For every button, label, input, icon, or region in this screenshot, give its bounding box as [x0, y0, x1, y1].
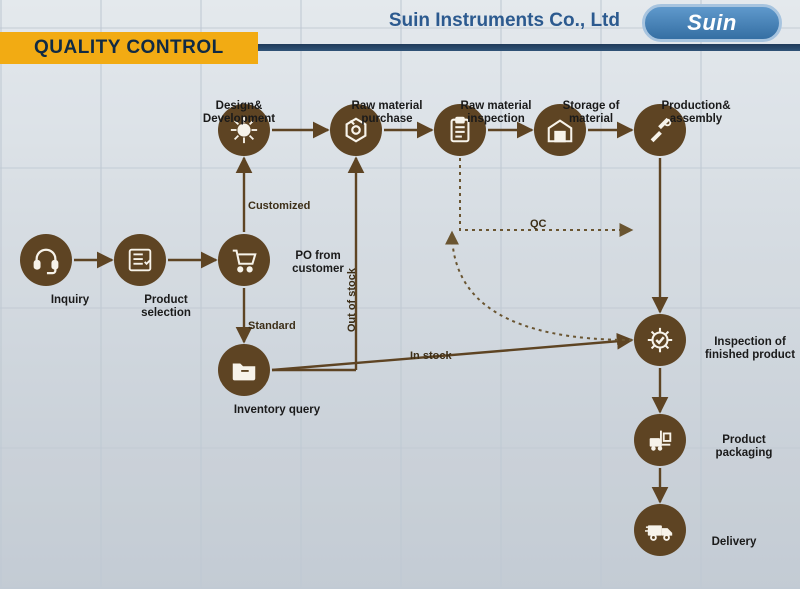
node-label-prod: Production& assembly — [646, 100, 746, 126]
flow-svg — [0, 0, 800, 589]
node-label-design: Design& Development — [184, 100, 294, 126]
node-label-storage: Storage of material — [546, 100, 636, 126]
node-pack — [634, 414, 686, 466]
edge-label: Standard — [248, 320, 296, 332]
node-label-rawp: Raw material purchase — [332, 100, 442, 126]
edge-label: Customized — [248, 200, 310, 212]
node-label-insp: Inspection of finished product — [690, 336, 800, 362]
node-delivery — [634, 504, 686, 556]
node-label-invq: Inventory query — [222, 404, 332, 417]
node-po — [218, 234, 270, 286]
edge-label: In stock — [410, 350, 452, 362]
flow-canvas: InquiryProduct selectionPO from customer… — [0, 0, 800, 589]
node-inquiry — [20, 234, 72, 286]
edge-label: Out of stock — [346, 268, 358, 332]
node-label-inquiry: Inquiry — [40, 294, 100, 307]
node-label-product: Product selection — [122, 294, 210, 320]
node-label-rawi: Raw material inspection — [436, 100, 556, 126]
node-label-pack: Product packaging — [694, 434, 794, 460]
node-invq — [218, 344, 270, 396]
node-insp — [634, 314, 686, 366]
node-product — [114, 234, 166, 286]
edge-label-qc: QC — [530, 218, 547, 230]
node-label-delivery: Delivery — [694, 536, 774, 549]
